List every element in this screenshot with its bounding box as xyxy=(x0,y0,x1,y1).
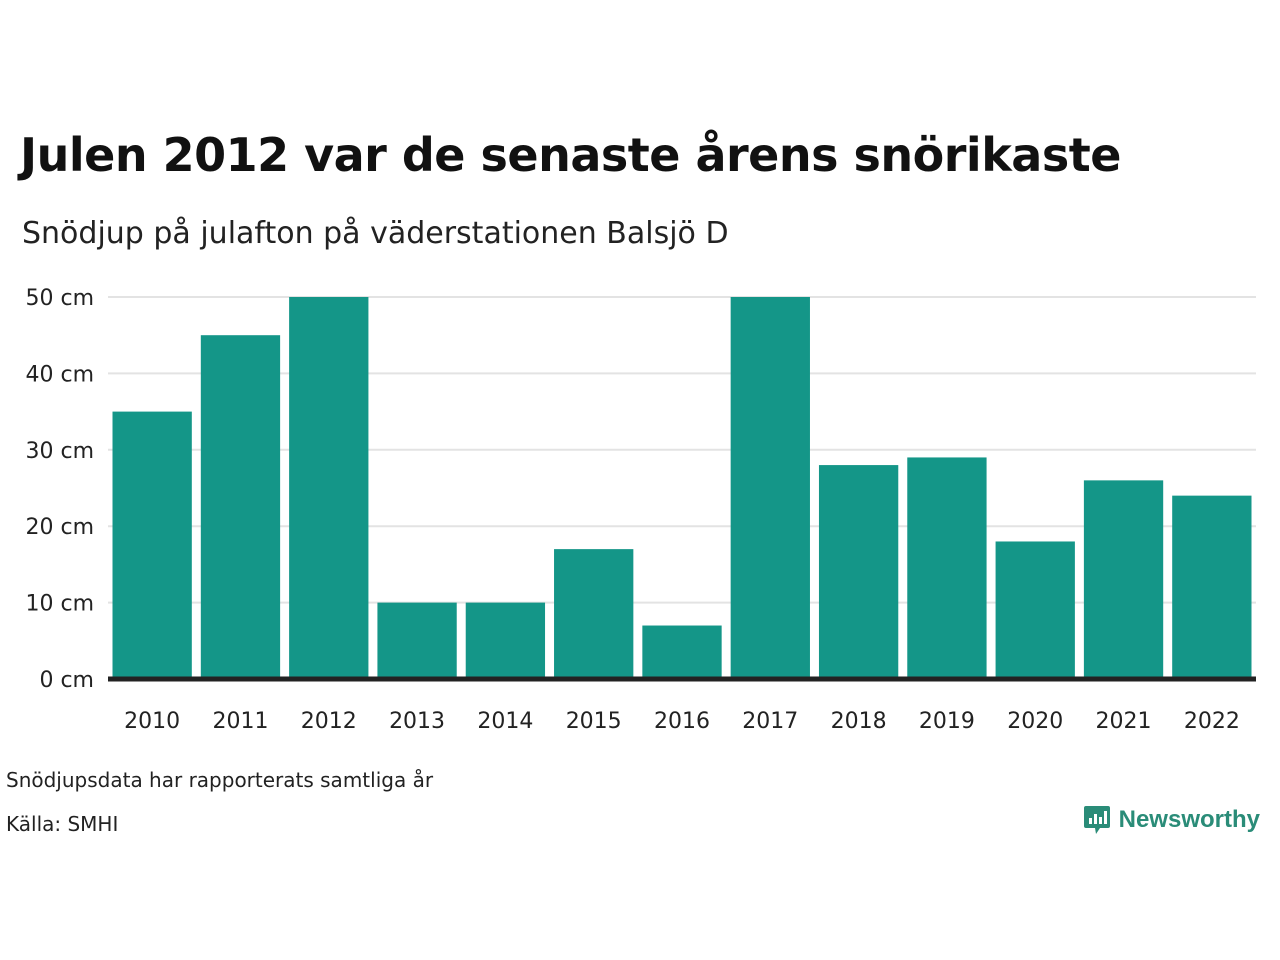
y-tick-label: 0 cm xyxy=(39,668,94,693)
bar-2016 xyxy=(642,625,722,679)
x-tick-label: 2019 xyxy=(919,709,975,734)
x-tick-label: 2015 xyxy=(566,709,622,734)
bar-2015 xyxy=(554,549,634,679)
bar-2018 xyxy=(818,465,899,679)
bar-2021 xyxy=(1083,480,1164,679)
footnote: Snödjupsdata har rapporterats samtliga å… xyxy=(6,768,434,792)
y-tick-label: 30 cm xyxy=(25,439,94,464)
y-tick-label: 50 cm xyxy=(25,286,94,311)
chart-title: Julen 2012 var de senaste årens snörikas… xyxy=(20,128,1121,182)
newsworthy-logo-icon xyxy=(1083,806,1110,834)
x-tick-label: 2016 xyxy=(654,709,710,734)
source-note: Källa: SMHI xyxy=(6,812,119,836)
bar-2020 xyxy=(995,541,1075,679)
bar-2012 xyxy=(289,297,369,679)
bar-2013 xyxy=(377,602,457,679)
y-tick-label: 40 cm xyxy=(25,362,94,387)
x-tick-label: 2020 xyxy=(1007,709,1063,734)
x-tick-label: 2011 xyxy=(212,709,268,734)
brand-name: Newsworthy xyxy=(1118,806,1260,833)
bars xyxy=(112,297,1252,679)
x-tick-label: 2013 xyxy=(389,709,445,734)
bar-2017 xyxy=(730,297,810,679)
brand-logo: Newsworthy xyxy=(1083,804,1260,836)
x-tick-label: 2017 xyxy=(742,709,798,734)
x-tick-label: 2018 xyxy=(831,709,887,734)
bar-2014 xyxy=(465,602,546,679)
bar-2010 xyxy=(112,411,192,679)
chart-subtitle: Snödjup på julafton på väderstationen Ba… xyxy=(22,216,729,251)
x-tick-label: 2021 xyxy=(1096,709,1152,734)
y-tick-label: 10 cm xyxy=(25,592,94,617)
gridlines xyxy=(108,296,1256,604)
x-tick-label: 2010 xyxy=(124,709,180,734)
x-tick-label: 2022 xyxy=(1184,709,1240,734)
x-axis-tick-labels: 2010 2011 2012 2013 2014 2015 2016 2017 2018 2019… xyxy=(124,709,1240,734)
y-axis-tick-labels: 0 cm 10 cm 20 cm 30 cm 40 cm 50 cm xyxy=(25,286,94,693)
bar-2022 xyxy=(1172,495,1252,679)
y-tick-label: 20 cm xyxy=(25,515,94,540)
x-tick-label: 2014 xyxy=(477,709,533,734)
x-tick-label: 2012 xyxy=(301,709,357,734)
bar-2019 xyxy=(907,457,987,679)
bar-2011 xyxy=(200,335,281,679)
